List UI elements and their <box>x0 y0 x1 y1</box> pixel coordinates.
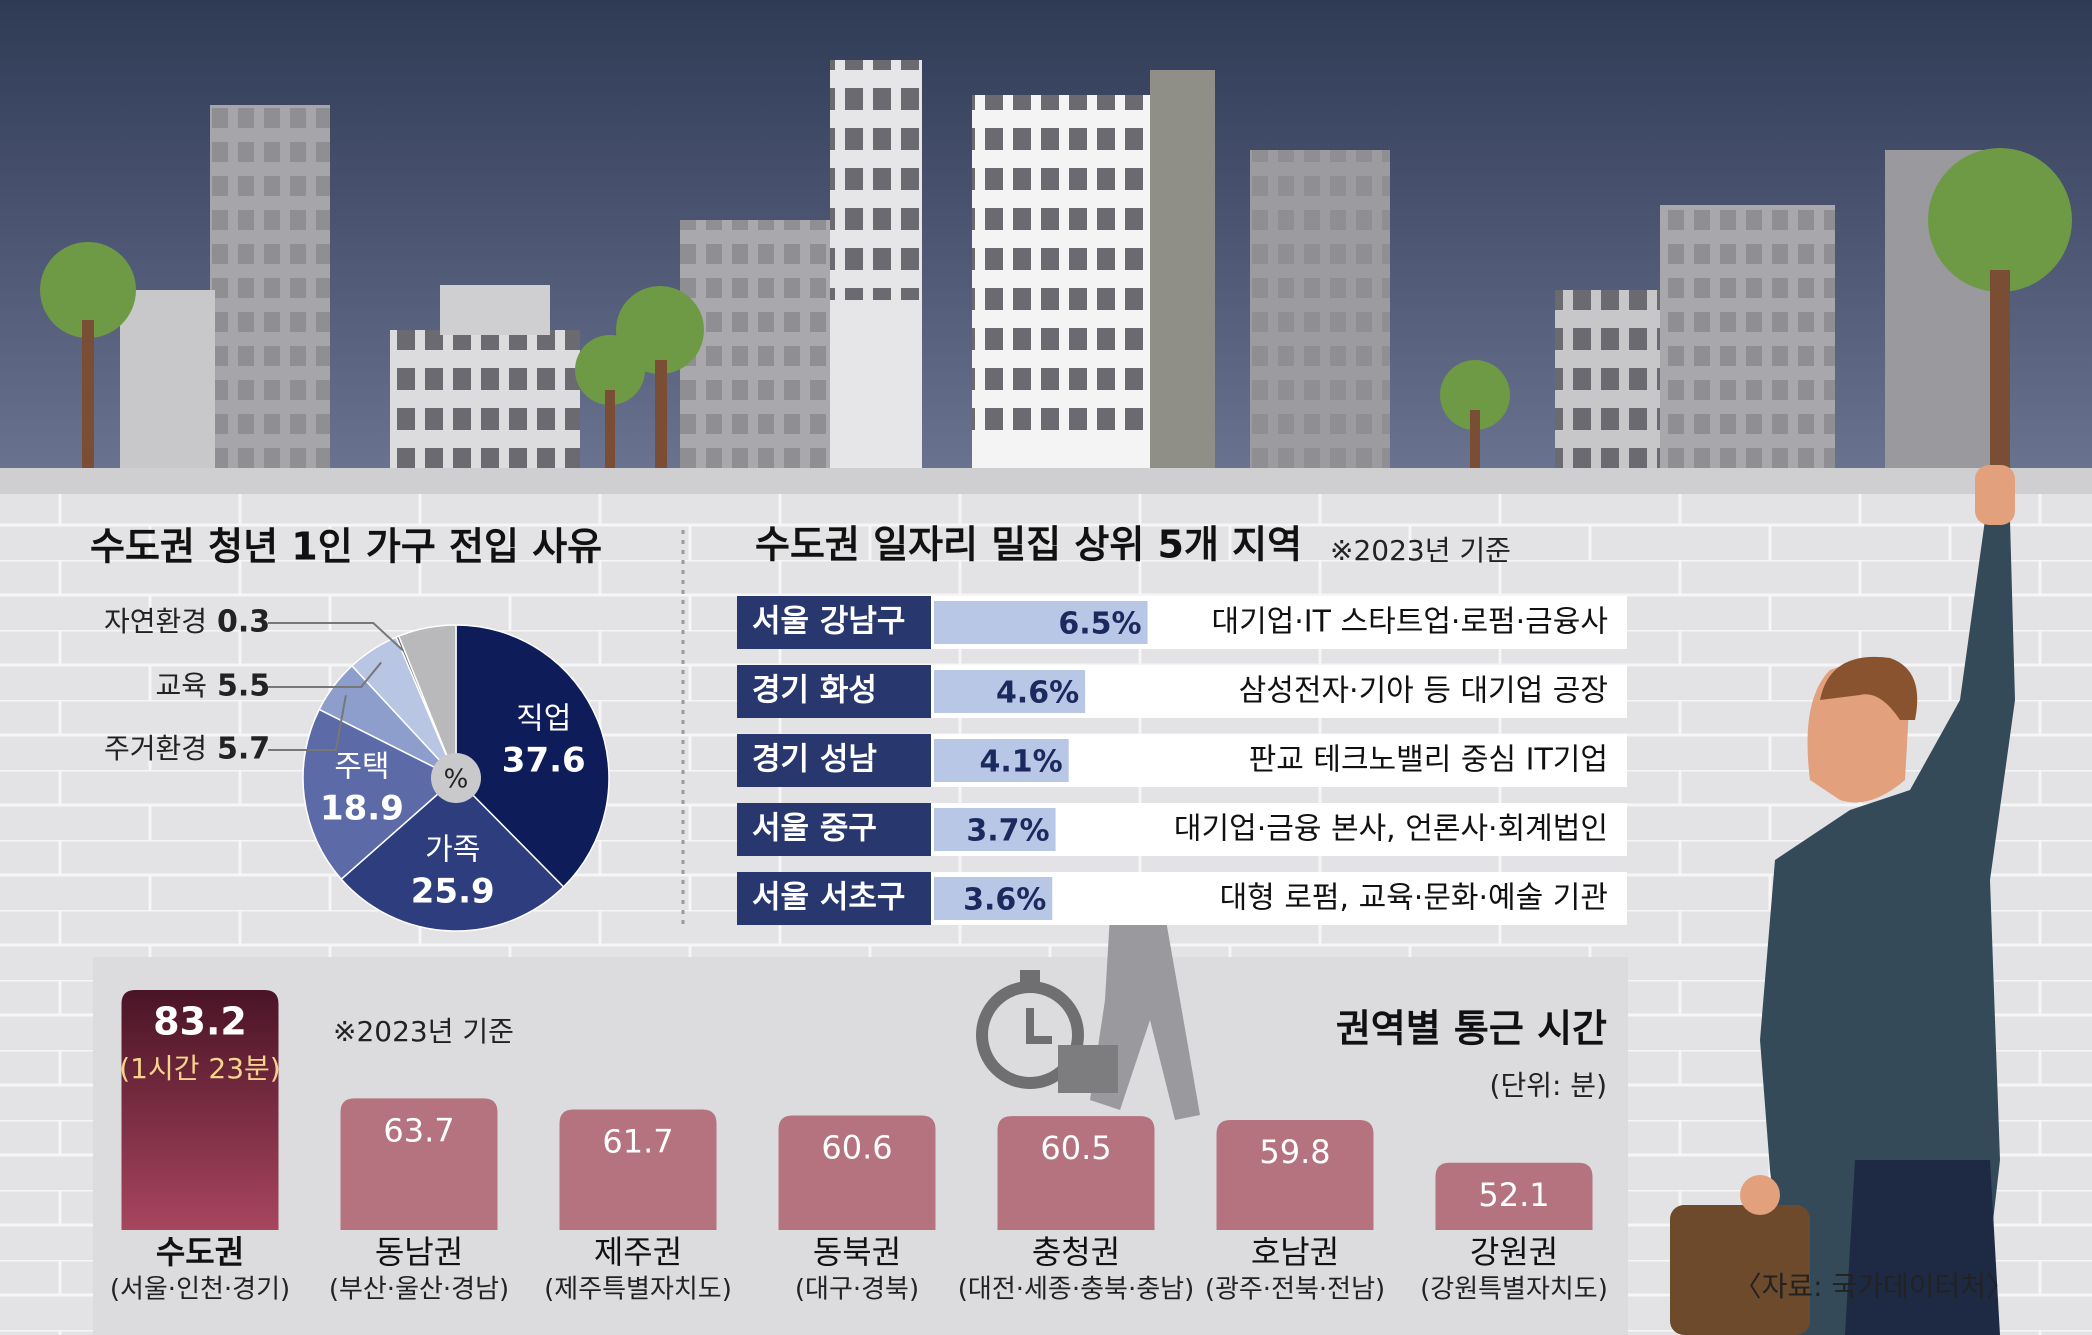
row-label: 경기 화성 <box>752 673 877 709</box>
x-tick-label: 강원권 <box>1470 1233 1558 1271</box>
table-title: 수도권 일자리 밀집 상위 5개 지역 <box>755 523 1302 567</box>
bar-value: 59.8 <box>1259 1133 1330 1171</box>
bar-value: 63.7 <box>383 1111 454 1149</box>
row-label: 서울 중구 <box>752 811 877 847</box>
x-tick-sublabel: (대전·세종·충북·충남) <box>958 1275 1194 1305</box>
pie-center-label: % <box>444 765 469 795</box>
bar-note: (1시간 23분) <box>119 1052 280 1085</box>
row-label-box <box>737 734 931 787</box>
bar-title: 권역별 통근 시간 <box>1336 1007 1607 1051</box>
pie-slice <box>340 776 565 932</box>
row-label: 경기 성남 <box>752 742 877 778</box>
x-tick-sublabel: (대구·경북) <box>795 1275 919 1305</box>
slice-value: 18.9 <box>320 789 404 829</box>
pie-slice <box>302 708 458 881</box>
bar-value: 6.5% <box>1058 607 1141 642</box>
bar-value: 60.6 <box>821 1129 892 1167</box>
x-tick-sublabel: (서울·인천·경기) <box>110 1275 290 1305</box>
bar-value: 4.1% <box>980 745 1063 780</box>
x-tick-sublabel: (강원특별자치도) <box>1420 1275 1608 1305</box>
bar-unit: (단위: 분) <box>1490 1069 1607 1102</box>
buildings <box>40 60 2072 470</box>
x-tick-label: 동북권 <box>813 1233 901 1271</box>
x-tick-sublabel: (광주·전북·전남) <box>1205 1275 1385 1305</box>
leader-line <box>268 622 404 652</box>
bar-note: ※2023년 기준 <box>333 1015 514 1048</box>
pie-title: 수도권 청년 1인 가구 전입 사유 <box>90 525 602 569</box>
x-tick-label: 호남권 <box>1251 1233 1339 1271</box>
row-description: 대기업·금융 본사, 언론사·회계법인 <box>1174 812 1608 847</box>
row-label-box <box>737 665 931 718</box>
bar <box>934 670 1086 713</box>
x-tick-sublabel: (제주특별자치도) <box>544 1275 732 1305</box>
wall-top <box>0 468 2092 494</box>
slice-label: 주택 <box>334 750 389 785</box>
bar-value: 3.6% <box>963 883 1046 918</box>
slice-value: 5.5 <box>217 669 270 704</box>
source: 〈자료: 국가데이터처〉 <box>1734 1270 2014 1303</box>
bar <box>1435 1162 1593 1230</box>
bar <box>934 739 1069 782</box>
pie-slice <box>397 624 457 779</box>
slice-value: 0.3 <box>217 605 270 640</box>
leader-line <box>268 695 347 751</box>
slice-label: 직업 <box>516 701 571 736</box>
bar <box>340 1098 498 1230</box>
row-description: 대기업·IT 스타트업·로펌·금융사 <box>1211 605 1608 640</box>
row-label: 서울 강남구 <box>752 604 905 640</box>
bar-value: 83.2 <box>153 1000 247 1044</box>
row-label-box <box>737 803 931 856</box>
table-note: ※2023년 기준 <box>1330 534 1511 567</box>
row-label-box <box>737 872 931 925</box>
bar <box>934 601 1148 644</box>
pie-center <box>431 753 481 803</box>
slice-value: 25.9 <box>411 871 495 911</box>
slice-label: 주거환경 <box>104 732 207 765</box>
bar <box>934 808 1056 851</box>
x-tick-label: 제주권 <box>594 1233 682 1271</box>
pie-slice <box>455 624 610 888</box>
row-label-box <box>737 596 931 649</box>
bar-value: 60.5 <box>1040 1129 1111 1167</box>
bar-value: 61.7 <box>602 1122 673 1160</box>
x-tick-label: 수도권 <box>156 1233 244 1271</box>
slice-label: 교육 <box>155 669 207 702</box>
bar <box>934 877 1053 920</box>
slice-value: 5.7 <box>217 732 270 767</box>
bar <box>1216 1120 1374 1230</box>
x-tick-label: 동남권 <box>375 1233 463 1271</box>
bar-value: 3.7% <box>966 814 1049 849</box>
leader-line <box>268 661 382 688</box>
bar <box>778 1115 936 1230</box>
bar <box>559 1109 717 1230</box>
row-description: 판교 테크노밸리 중심 IT기업 <box>1249 743 1608 778</box>
bar <box>121 990 279 1230</box>
slice-value: 37.6 <box>502 740 586 780</box>
row-description: 삼성전자·기아 등 대기업 공장 <box>1239 674 1608 709</box>
row-description: 대형 로펌, 교육·문화·예술 기관 <box>1220 881 1608 916</box>
slice-label: 자연환경 <box>104 605 207 638</box>
slice-label: 가족 <box>425 832 480 867</box>
man-illustration <box>1670 465 2015 1335</box>
x-tick-sublabel: (부산·울산·경남) <box>329 1275 509 1305</box>
bar-value: 4.6% <box>996 676 1079 711</box>
x-tick-label: 충청권 <box>1032 1233 1120 1271</box>
row-label: 서울 서초구 <box>752 880 905 916</box>
bar-value: 52.1 <box>1478 1176 1549 1214</box>
bar <box>997 1116 1155 1230</box>
charts: 직업 37.6 가족 25.9 주택 18.9 자연환경 0.3 교육 5.5 주거환경 5.7% 서울… <box>104 596 1627 1305</box>
